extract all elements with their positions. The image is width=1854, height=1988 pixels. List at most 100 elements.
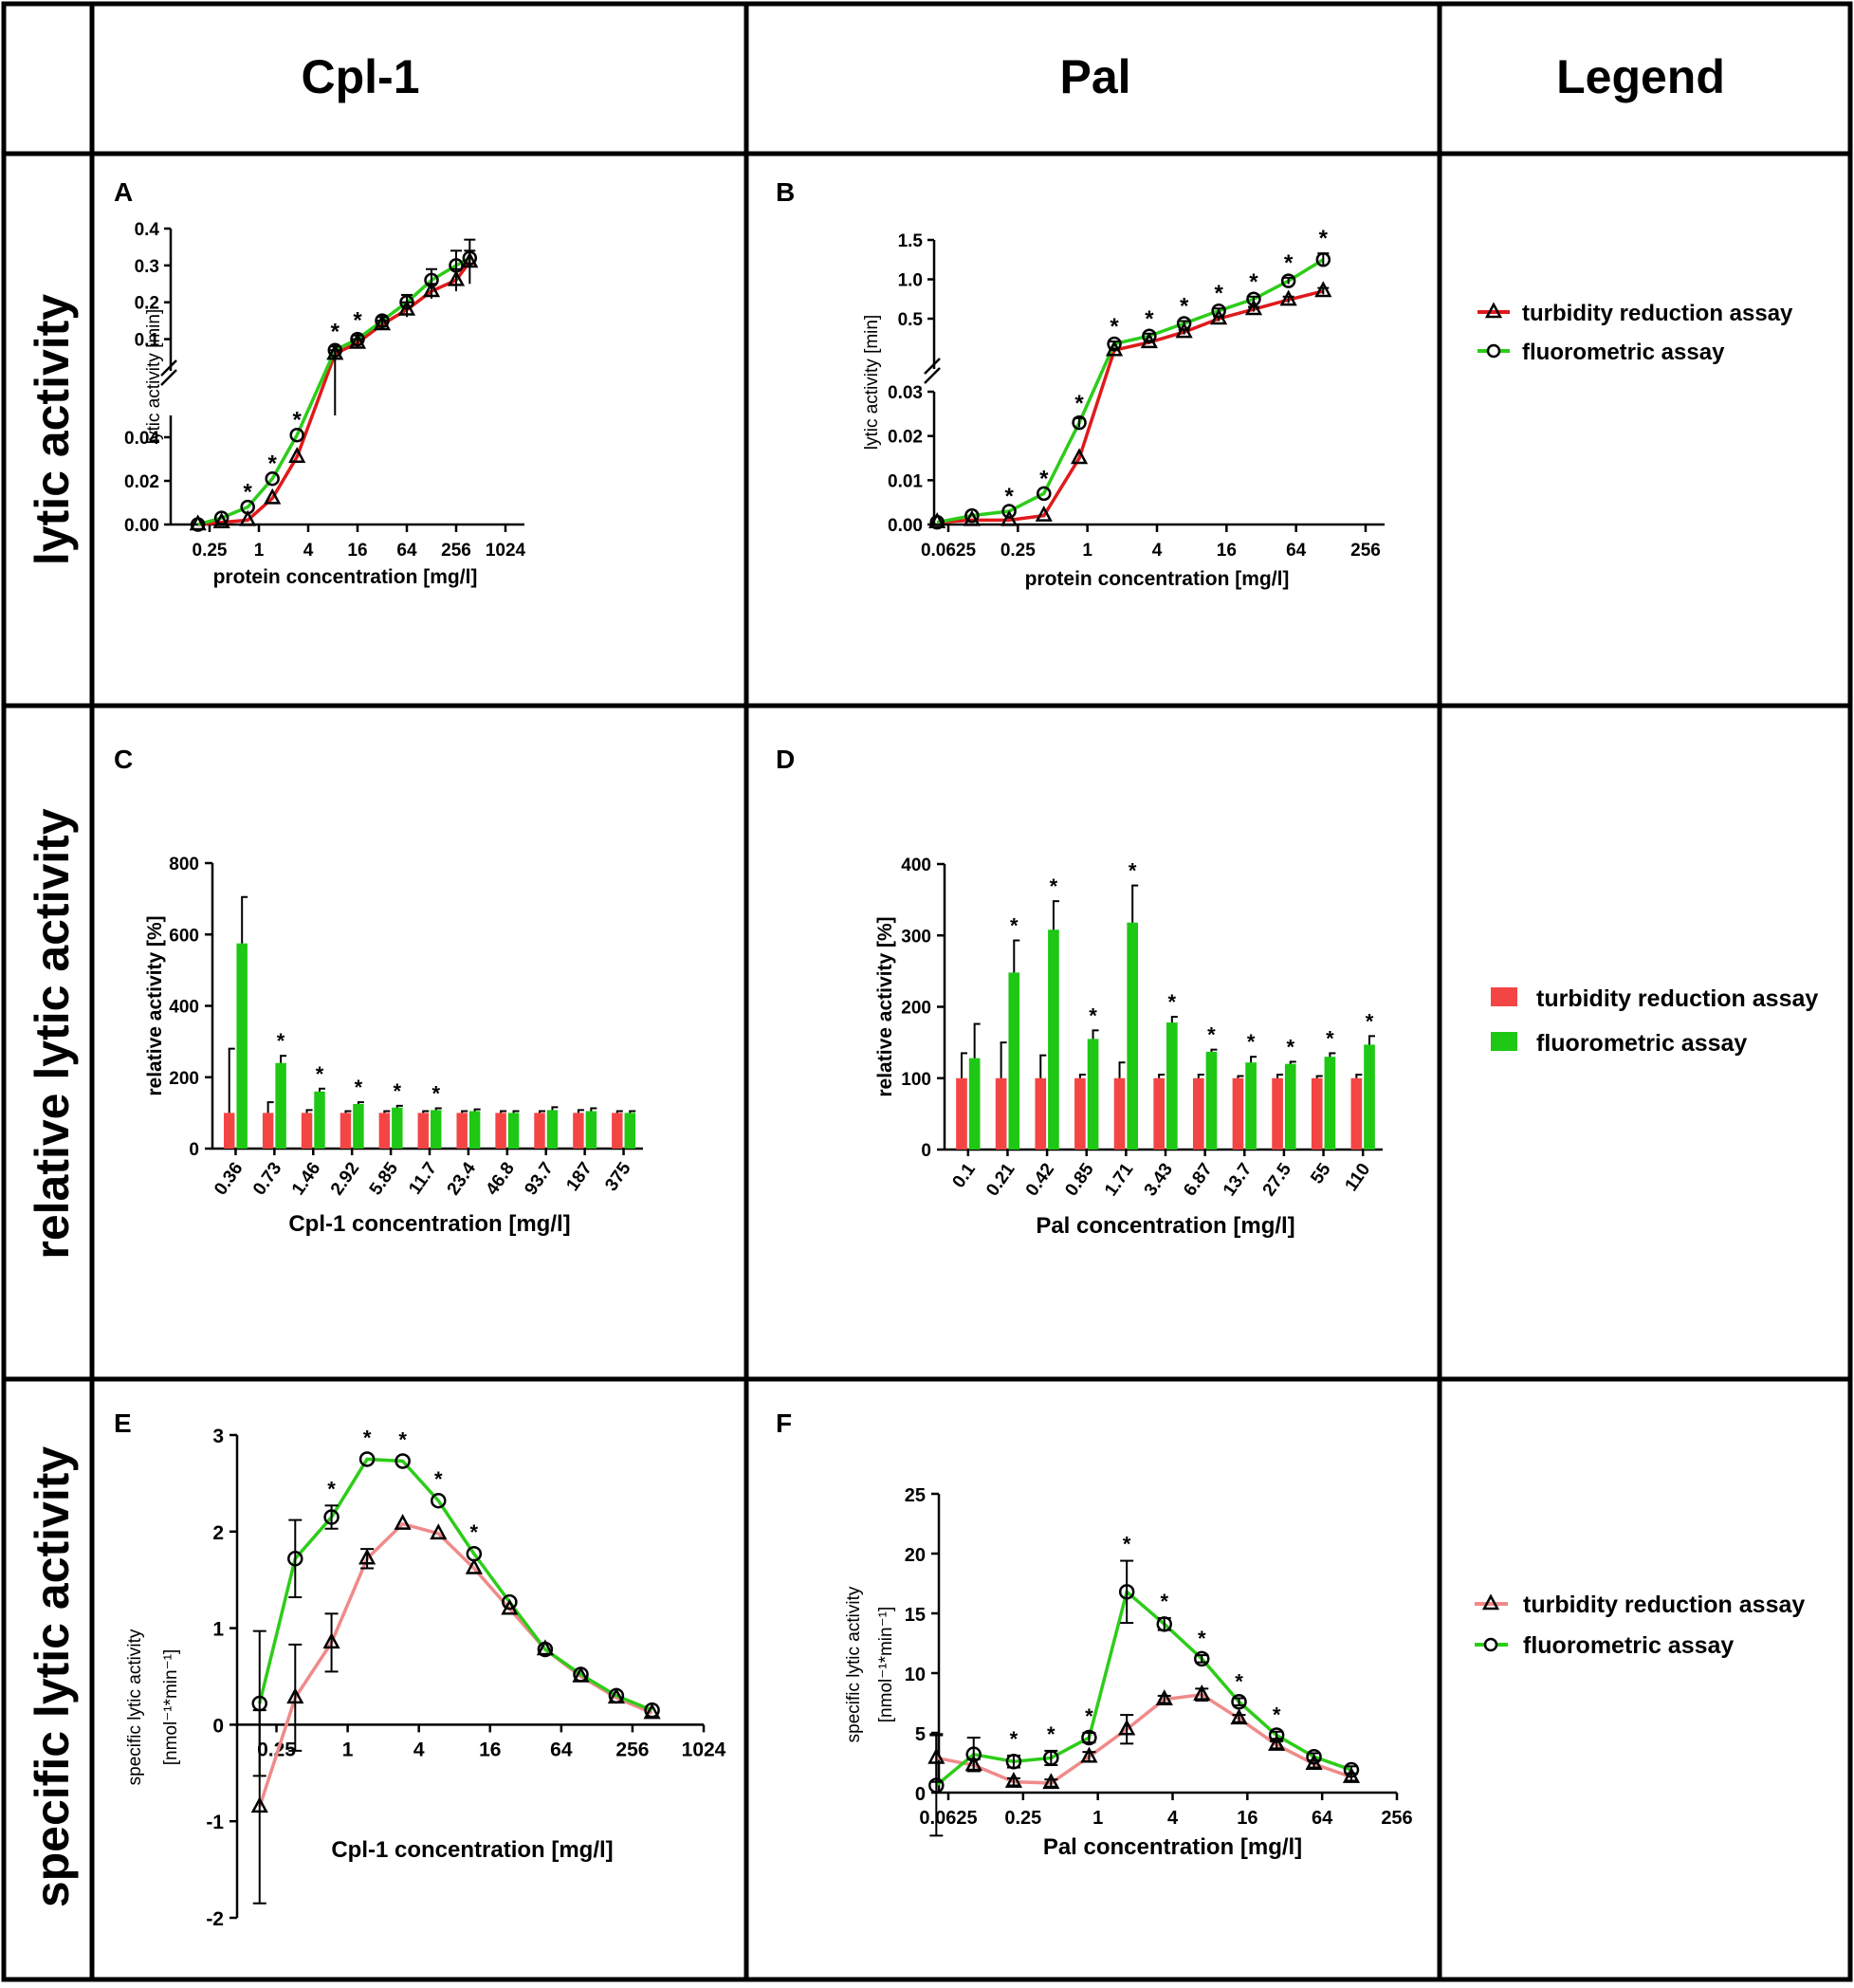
significance-star: *: [1047, 1722, 1055, 1746]
bar-turbidity: [1232, 1077, 1244, 1150]
y-axis-label: lytic activity [min]: [862, 315, 882, 451]
data-point-circle: [1072, 414, 1087, 431]
data-point-triangle: [1004, 1772, 1023, 1788]
x-tick-label: 0.0625: [919, 1808, 977, 1829]
significance-star: *: [1273, 1703, 1281, 1727]
significance-star: *: [1010, 1727, 1019, 1751]
x-tick-label: 0.36: [211, 1159, 247, 1199]
x-tick-label: 0.85: [1061, 1159, 1098, 1200]
bar-turbidity: [995, 1077, 1007, 1150]
data-point-circle: [537, 1641, 554, 1658]
bar-turbidity: [1272, 1077, 1283, 1150]
bar-fluorometric: [1364, 1044, 1375, 1150]
significance-star: *: [1319, 226, 1329, 251]
y-tick-label: -2: [206, 1908, 224, 1930]
data-point-triangle: [394, 1514, 412, 1530]
data-point-circle: [1037, 486, 1052, 502]
data-point-circle: [1081, 1729, 1097, 1746]
legend-row1-fluorometric-label: fluorometric assay: [1522, 340, 1725, 365]
data-point-circle: [213, 510, 229, 525]
x-tick-label: 1.46: [288, 1159, 324, 1199]
panel-label-a: A: [114, 177, 133, 207]
data-point-triangle: [447, 269, 466, 286]
y-axis-label: specific lytic activity: [125, 1629, 145, 1785]
triangle-marker-icon: [1484, 302, 1503, 319]
y-tick-label: 0: [915, 1784, 926, 1805]
legend-row2-fluorometric: fluorometric assay: [1491, 1030, 1747, 1057]
y-tick-label: 400: [901, 856, 931, 875]
x-tick-label: 55: [1307, 1159, 1335, 1187]
data-point-triangle: [348, 332, 367, 349]
legend-row3-turbidity-label: turbidity reduction assay: [1523, 1592, 1805, 1618]
data-point-circle: [1194, 1650, 1210, 1667]
significance-star: *: [268, 451, 278, 477]
x-axis-label: protein concentration [mg/l]: [213, 566, 478, 588]
data-point-triangle: [963, 509, 981, 526]
data-point-circle: [1211, 303, 1226, 319]
y-axis-label: relative activity [%]: [144, 915, 166, 1095]
bar-fluorometric: [585, 1111, 597, 1149]
data-point-triangle: [358, 1548, 376, 1565]
data-point-triangle: [286, 1687, 304, 1704]
bar-fluorometric: [353, 1103, 364, 1149]
y-tick-label: 0.04: [124, 429, 159, 449]
data-point-circle: [964, 507, 980, 524]
data-point-triangle: [239, 509, 257, 526]
bar-fluorometric: [624, 1113, 635, 1149]
y-axis-label: specific lytic activity: [844, 1586, 864, 1742]
data-point-circle: [399, 294, 414, 310]
bar-fluorometric: [1127, 922, 1139, 1150]
significance-star: *: [1326, 1026, 1334, 1050]
data-point-triangle: [1070, 448, 1089, 465]
y-tick-label: 0.3: [135, 257, 159, 277]
series-line-fluorometric: [197, 256, 471, 526]
data-point-triangle: [1042, 1773, 1060, 1790]
data-point-circle: [358, 1451, 376, 1467]
x-axis-label: Pal concentration [mg/l]: [1043, 1834, 1302, 1860]
data-point-triangle: [461, 251, 479, 268]
bar-turbidity: [1035, 1077, 1047, 1150]
x-tick-label: 1: [1082, 541, 1092, 561]
data-point-circle: [395, 1453, 411, 1469]
significance-star: *: [431, 1081, 440, 1105]
data-point-circle: [240, 499, 255, 515]
bar-fluorometric: [1245, 1062, 1257, 1150]
significance-star: *: [1207, 1023, 1216, 1047]
x-tick-label: 1024: [486, 541, 526, 561]
significance-star: *: [353, 308, 362, 334]
significance-star: *: [1123, 1533, 1131, 1556]
data-point-triangle: [1244, 299, 1263, 316]
panel-label-f: F: [776, 1408, 792, 1438]
y-tick-label: 200: [901, 999, 931, 1019]
chart-a: 0.00 0.02 0.04 0.1 0.2 0.3 0.4 0.25 1 4 16 64 256 102…: [124, 220, 526, 588]
x-tick-label: 0.0625: [921, 541, 977, 561]
data-point-circle: [1280, 273, 1296, 288]
data-point-circle: [1315, 251, 1331, 267]
data-point-circle: [644, 1702, 660, 1719]
panel-label-e: E: [114, 1408, 132, 1438]
x-axis-label: Cpl-1 concentration [mg/l]: [331, 1837, 613, 1863]
data-point-triangle: [1155, 1689, 1173, 1705]
significance-star: *: [1089, 1003, 1097, 1027]
bar-turbidity: [1350, 1077, 1363, 1150]
x-axis-label: protein concentration [mg/l]: [1025, 568, 1290, 590]
data-point-circle: [424, 272, 439, 288]
y-tick-label: 1.5: [898, 231, 924, 251]
data-point-circle: [327, 342, 343, 358]
legend-row2-turbidity: turbidity reduction assay: [1491, 985, 1818, 1012]
x-tick-label: 13.7: [1220, 1160, 1256, 1200]
y-axis-label-units: [nmol⁻¹*min⁻¹]: [876, 1607, 896, 1722]
x-tick-label: 64: [550, 1739, 573, 1760]
chart-f: 0 5 10 15 20 25 0.0625 0.25 1 4 16 64 256 Pal concent…: [844, 1485, 1413, 1860]
data-point-circle: [1268, 1727, 1285, 1743]
y-tick-label: 20: [905, 1545, 926, 1566]
significance-star: *: [293, 408, 303, 433]
axis-break-mark: [160, 369, 177, 386]
significance-star: *: [355, 1076, 363, 1099]
bar-fluorometric: [1048, 930, 1059, 1150]
significance-star: *: [244, 480, 253, 506]
y-tick-label: 0.01: [888, 471, 923, 491]
legend-row1-turbidity: turbidity reduction assay: [1478, 301, 1793, 326]
x-tick-label: 3.43: [1141, 1160, 1177, 1200]
